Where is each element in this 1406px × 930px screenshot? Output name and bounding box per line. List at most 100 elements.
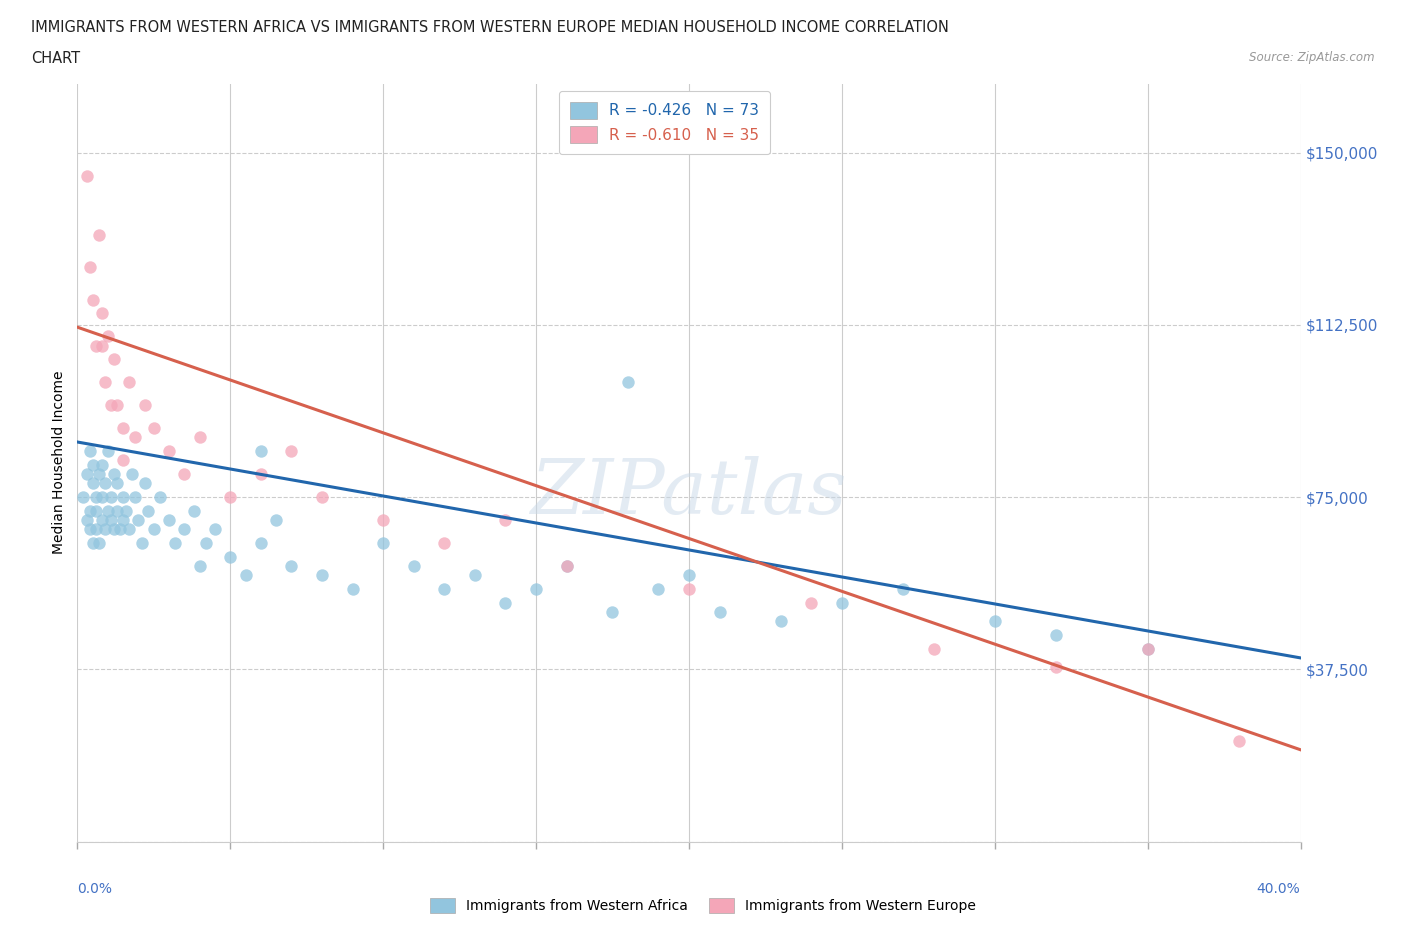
Point (90, 306, 112, 321)
Point (84, 503, 107, 518)
Point (118, 375, 141, 390)
Text: 0.0%: 0.0% (77, 882, 112, 896)
Point (121, 467, 143, 482)
Point (103, 467, 125, 482)
Point (90, 458, 112, 472)
Point (82, 536, 104, 551)
Point (800, 595, 823, 610)
Point (87, 536, 110, 551)
Point (173, 467, 195, 482)
Point (617, 375, 640, 390)
Legend: Immigrants from Western Africa, Immigrants from Western Europe: Immigrants from Western Africa, Immigran… (425, 892, 981, 919)
Point (831, 595, 853, 610)
Text: Source: ZipAtlas.com: Source: ZipAtlas.com (1250, 51, 1375, 64)
Point (371, 536, 394, 551)
Point (112, 420, 135, 435)
Point (105, 503, 128, 518)
Point (157, 512, 180, 527)
Point (464, 568, 486, 583)
Point (647, 581, 669, 596)
Point (1045, 628, 1067, 643)
Point (82, 476, 104, 491)
Point (76, 512, 98, 527)
Point (194, 536, 217, 551)
Point (94, 476, 117, 491)
Point (204, 522, 226, 537)
Point (602, 604, 624, 619)
Point (1136, 642, 1159, 657)
Point (90, 512, 112, 527)
Point (100, 490, 122, 505)
Point (342, 581, 364, 596)
Point (94, 522, 117, 537)
Point (87, 467, 110, 482)
Point (188, 430, 211, 445)
Point (433, 581, 456, 596)
Point (678, 581, 700, 596)
Point (76, 467, 98, 482)
Point (103, 522, 125, 537)
Point (264, 512, 287, 527)
Point (709, 604, 731, 619)
Point (165, 536, 187, 551)
Point (678, 568, 700, 583)
Point (495, 595, 517, 610)
Point (124, 490, 146, 505)
Point (108, 522, 131, 537)
Point (103, 352, 125, 366)
Point (188, 559, 211, 574)
Point (1229, 733, 1251, 748)
Point (79, 444, 101, 458)
Y-axis label: Median Household Income: Median Household Income (52, 371, 66, 554)
Point (555, 559, 578, 574)
Point (250, 444, 273, 458)
Legend: R = -0.426   N = 73, R = -0.610   N = 35: R = -0.426 N = 73, R = -0.610 N = 35 (560, 91, 770, 153)
Point (97, 503, 120, 518)
Point (82, 292, 104, 307)
Point (131, 536, 153, 551)
Point (1045, 659, 1067, 674)
Point (90, 339, 112, 353)
Point (433, 536, 456, 551)
Point (495, 512, 517, 527)
Point (1136, 642, 1159, 657)
Point (250, 536, 273, 551)
Point (127, 512, 149, 527)
Point (402, 559, 425, 574)
Point (84, 522, 107, 537)
Point (219, 550, 242, 565)
Point (118, 522, 141, 537)
Point (100, 512, 122, 527)
Point (136, 503, 159, 518)
Point (183, 503, 205, 518)
Point (250, 467, 273, 482)
Point (134, 476, 156, 491)
Point (87, 228, 110, 243)
Text: IMMIGRANTS FROM WESTERN AFRICA VS IMMIGRANTS FROM WESTERN EUROPE MEDIAN HOUSEHOL: IMMIGRANTS FROM WESTERN AFRICA VS IMMIGR… (31, 20, 949, 35)
Point (555, 559, 578, 574)
Point (76, 168, 98, 183)
Point (922, 642, 945, 657)
Text: CHART: CHART (31, 51, 80, 66)
Point (79, 503, 101, 518)
Point (371, 512, 394, 527)
Point (97, 329, 120, 344)
Text: 40.0%: 40.0% (1257, 882, 1301, 896)
Point (79, 260, 101, 275)
Point (82, 458, 104, 472)
Point (219, 490, 242, 505)
Text: ZIPatlas: ZIPatlas (530, 456, 848, 530)
Point (112, 453, 135, 468)
Point (891, 581, 914, 596)
Point (100, 398, 122, 413)
Point (72, 490, 94, 505)
Point (84, 339, 107, 353)
Point (112, 490, 135, 505)
Point (97, 444, 120, 458)
Point (280, 559, 302, 574)
Point (311, 490, 333, 505)
Point (134, 398, 156, 413)
Point (769, 614, 792, 629)
Point (149, 490, 172, 505)
Point (235, 568, 257, 583)
